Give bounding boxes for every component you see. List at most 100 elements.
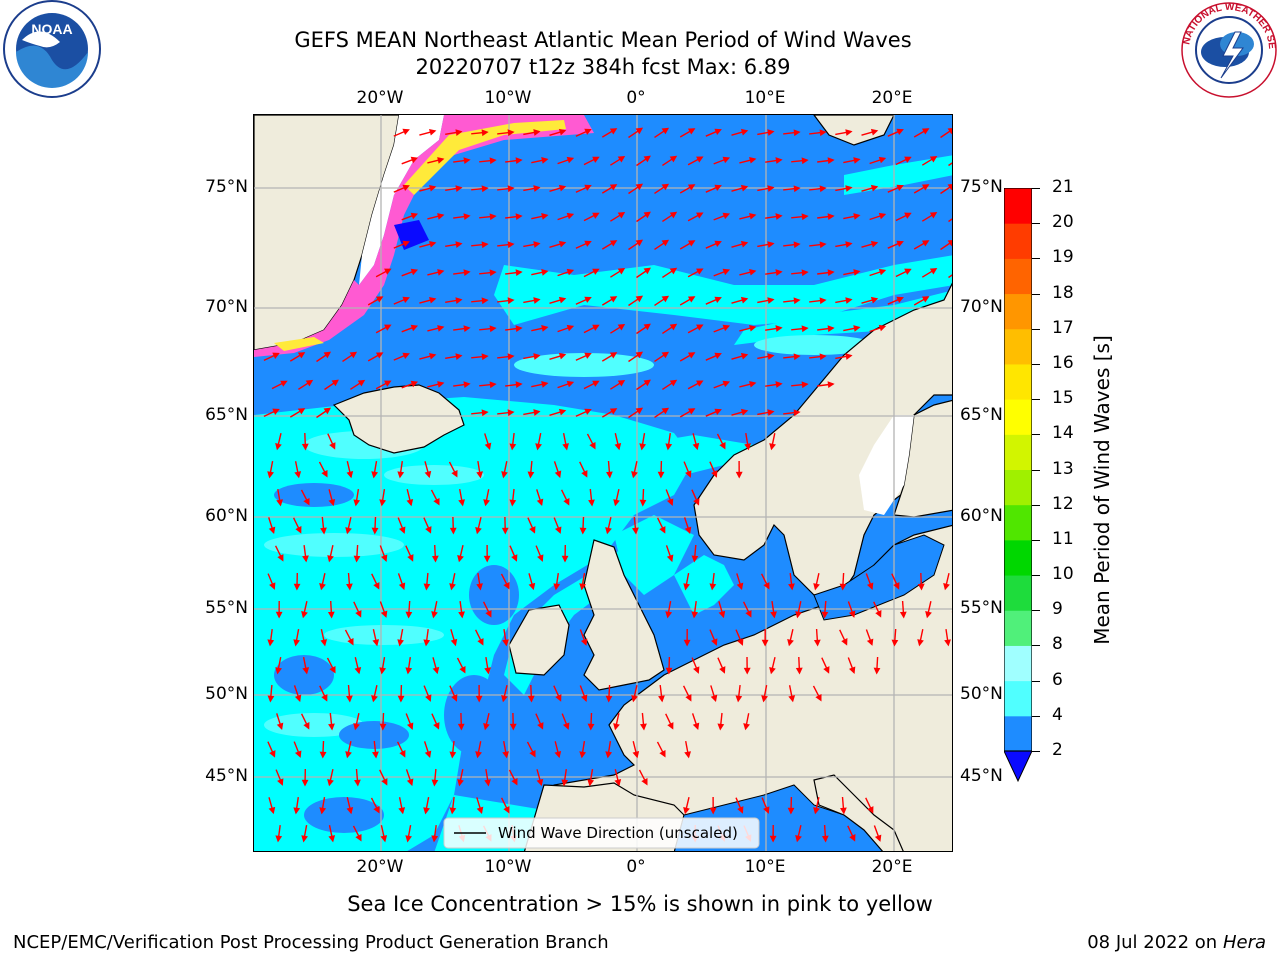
wave-direction-arrow-head: [481, 129, 489, 137]
wave-direction-arrow-head: [605, 527, 612, 535]
wave-direction-arrow-head: [561, 555, 569, 563]
wave-direction-arrow-head: [303, 722, 310, 730]
wave-direction-arrow-head: [709, 583, 717, 591]
wave-direction-arrow-head: [533, 353, 541, 360]
wave-direction-arrow-head: [609, 352, 618, 359]
wave-direction-arrow-head: [561, 779, 569, 787]
wave-direction-arrow-head: [904, 156, 912, 163]
wave-direction-arrow-head: [795, 667, 803, 675]
wave-direction-arrow-head: [406, 498, 414, 507]
map-subtitle: 20220707 t12z 384h fcst Max: 6.89: [415, 55, 791, 79]
wave-direction-arrow-head: [687, 240, 696, 247]
wave-direction-arrow-head: [346, 695, 353, 703]
wave-direction-arrow-head: [661, 127, 670, 135]
wave-direction-arrow-head: [533, 241, 541, 248]
wave-direction-arrow-head: [605, 695, 613, 703]
wave-direction-arrow-head: [302, 667, 310, 675]
wave-direction-arrow-head: [693, 666, 700, 674]
wave-direction-arrow-head: [527, 695, 535, 703]
wave-direction-arrow-head: [853, 269, 861, 276]
wave-direction-arrow-head: [749, 156, 757, 164]
wave-direction-arrow-head: [801, 381, 809, 389]
wave-direction-arrow-head: [643, 155, 651, 163]
wave-direction-arrow-head: [683, 583, 690, 591]
wave-direction-arrow-head: [533, 409, 541, 416]
wave-direction-arrow-head: [455, 297, 463, 304]
wave-direction-arrow-head: [609, 128, 618, 135]
colorbar-tick: [1032, 434, 1040, 436]
wave-direction-arrow-head: [554, 470, 562, 479]
wave-direction-arrow-head: [481, 241, 489, 249]
wave-direction-arrow-head: [481, 353, 489, 361]
wave-direction-arrow-head: [437, 325, 445, 332]
wave-direction-arrow-head: [710, 694, 718, 703]
wave-direction-arrow-head: [293, 583, 301, 591]
wave-direction-arrow-head: [429, 352, 437, 360]
wave-direction-arrow-head: [692, 442, 700, 451]
wave-direction-arrow-head: [587, 779, 595, 787]
wave-direction-arrow-head: [643, 267, 651, 275]
wave-direction-arrow-head: [788, 695, 796, 703]
wave-direction-arrow-head: [617, 267, 626, 275]
wave-direction-arrow-head: [617, 211, 626, 219]
wave-direction-arrow-head: [878, 324, 887, 332]
wave-direction-arrow-head: [827, 213, 835, 221]
wave-direction-arrow-head: [402, 296, 410, 304]
wave-direction-arrow-head: [398, 526, 406, 534]
wave-direction-arrow-head: [457, 779, 464, 787]
wave-direction-arrow-head: [455, 241, 463, 248]
wave-direction-arrow-head: [788, 583, 795, 591]
lon-label-top-10w: 10°W: [484, 88, 532, 108]
wave-direction-arrow-head: [406, 778, 414, 787]
wave-direction-arrow-head: [696, 212, 704, 219]
wave-direction-arrow-head: [459, 665, 466, 674]
wave-direction-arrow-head: [321, 694, 328, 702]
wave-direction-arrow-head: [541, 269, 549, 276]
wave-direction-arrow-head: [584, 408, 592, 415]
wave-direction-arrow-head: [327, 555, 334, 563]
wave-direction-arrow-head: [614, 778, 622, 787]
wave-direction-arrow-head: [431, 555, 439, 563]
wave-period-map: Wind Wave Direction (unscaled): [254, 115, 952, 851]
wave-direction-arrow-head: [736, 582, 744, 591]
wave-direction-arrow-head: [503, 581, 510, 590]
wave-direction-arrow-head: [379, 499, 387, 507]
wave-direction-arrow-head: [815, 693, 822, 702]
wave-direction-arrow-head: [714, 128, 722, 136]
wave-direction-arrow-head: [722, 324, 731, 332]
lon-label-top-0: 0°: [626, 88, 646, 108]
wave-direction-arrow-head: [450, 638, 458, 647]
wave-direction-arrow-head: [515, 157, 523, 165]
wave-direction-arrow-head: [665, 443, 673, 451]
wave-direction-arrow-head: [609, 296, 618, 303]
wave-direction-arrow-head: [718, 610, 726, 619]
wave-direction-arrow-head: [687, 352, 696, 359]
wave-direction-arrow-head: [507, 297, 515, 305]
wave-direction-arrow-head: [639, 499, 647, 507]
wave-direction-arrow-head: [429, 184, 437, 192]
lon-label-bottom-0: 0°: [626, 857, 646, 877]
wave-direction-arrow-head: [719, 666, 726, 674]
wave-direction-arrow-head: [371, 695, 378, 703]
wave-direction-arrow-head: [740, 128, 749, 136]
wave-direction-arrow-head: [294, 471, 302, 479]
wave-direction-arrow-head: [562, 722, 570, 730]
wave-direction-arrow-head: [761, 639, 769, 647]
wave-direction-arrow-head: [327, 778, 334, 787]
wave-direction-arrow-head: [639, 443, 647, 451]
wave-direction-arrow-head: [921, 128, 930, 135]
wave-direction-arrow-head: [845, 185, 853, 192]
lat-label-left-50n: 50°N: [205, 684, 248, 704]
wave-direction-arrow-head: [921, 296, 930, 303]
wave-direction-arrow-head: [787, 638, 794, 647]
wave-direction-arrow-head: [275, 611, 283, 619]
wave-direction-arrow-head: [775, 325, 783, 332]
wave-direction-arrow-head: [276, 499, 284, 507]
wave-direction-arrow-head: [410, 212, 419, 220]
wave-direction-arrow-head: [609, 184, 618, 191]
wave-direction-arrow-head: [277, 778, 284, 786]
wave-direction-arrow-head: [904, 212, 912, 219]
lat-label-right-70n: 70°N: [960, 297, 1003, 317]
wave-direction-arrow-head: [541, 157, 549, 164]
wave-direction-arrow-head: [584, 296, 592, 303]
